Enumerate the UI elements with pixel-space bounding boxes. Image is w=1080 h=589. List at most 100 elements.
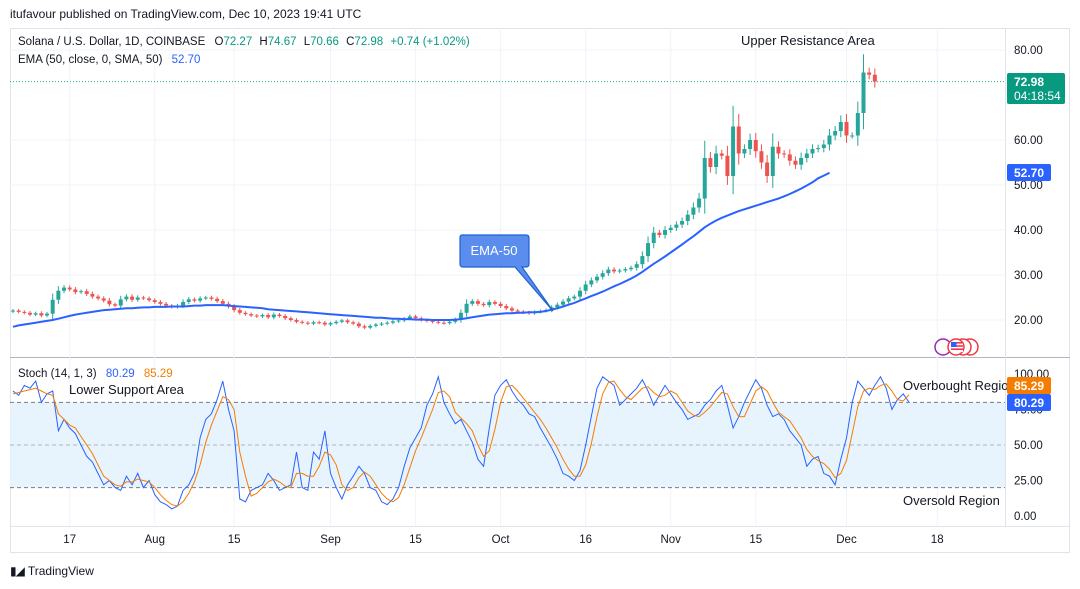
candle-up xyxy=(816,148,821,150)
candle-up xyxy=(833,131,838,136)
candle-down xyxy=(345,320,350,323)
candle-down xyxy=(96,296,101,299)
candle-up xyxy=(566,298,571,302)
candle-down xyxy=(277,314,282,316)
candle-up xyxy=(799,158,804,165)
candle-down xyxy=(113,304,118,306)
candle-down xyxy=(498,303,503,307)
candle-down xyxy=(413,316,418,319)
candle-down xyxy=(725,155,730,176)
candle-down xyxy=(776,146,781,154)
lower-support-annotation: Lower Support Area xyxy=(69,382,185,397)
candle-down xyxy=(73,289,78,293)
price-axis-ticks: 80.00 60.00 50.00 40.00 30.00 20.00 xyxy=(1014,45,1043,327)
close-label: C xyxy=(346,36,354,48)
candle-up xyxy=(583,284,588,291)
candle-up xyxy=(62,287,67,291)
candle-up xyxy=(861,72,866,113)
candle-down xyxy=(844,122,849,136)
candle-down xyxy=(708,158,713,167)
candle-down xyxy=(232,306,237,311)
upper-resistance-annotation: Upper Resistance Area xyxy=(741,33,875,48)
ema-badge: 52.70 xyxy=(1007,164,1051,181)
candle-up xyxy=(714,153,719,167)
candle-up xyxy=(135,297,140,300)
candle-up xyxy=(50,299,55,314)
candle-down xyxy=(158,302,163,304)
candle-up xyxy=(198,298,203,301)
low-value: 70.66 xyxy=(310,36,339,48)
symbol-label: Solana / U.S. Dollar, 1D, COINBASE xyxy=(18,36,206,48)
candle-down xyxy=(147,298,152,301)
footer-brand-label: TradingView xyxy=(27,564,94,578)
candle-up xyxy=(464,303,469,313)
time-tick-label: Dec xyxy=(836,534,857,546)
candle-down xyxy=(492,302,497,304)
price-tick-label: 50.00 xyxy=(1014,180,1043,192)
price-badge: 72.98 04:18:54 xyxy=(1007,73,1065,104)
candle-down xyxy=(90,293,95,297)
open-value: 72.27 xyxy=(223,36,252,48)
candle-up xyxy=(804,153,809,158)
candle-down xyxy=(164,303,169,306)
candle-up xyxy=(458,312,463,320)
ema-legend-row: EMA (50, close, 0, SMA, 50) 52.70 xyxy=(18,54,200,66)
candle-up xyxy=(572,296,577,299)
candle-up xyxy=(407,316,412,319)
candle-down xyxy=(101,298,106,301)
candle-down xyxy=(39,313,44,316)
candle-up xyxy=(589,280,594,285)
candle-down xyxy=(215,298,220,302)
overbought-annotation: Overbought Region xyxy=(903,378,1016,393)
candle-down xyxy=(430,320,435,322)
stoch-k-badge-value: 80.29 xyxy=(1014,396,1044,410)
ema-50-line xyxy=(12,171,830,328)
candle-up xyxy=(487,302,492,306)
price-badge-countdown: 04:18:54 xyxy=(1014,89,1061,103)
stoch-legend-row: Stoch (14, 1, 3) 80.29 85.29 xyxy=(18,368,173,380)
candle-up xyxy=(311,322,316,324)
candle-up xyxy=(685,214,690,221)
candle-down xyxy=(657,232,662,235)
publication-line: itufavour published on TradingView.com, … xyxy=(10,7,362,21)
us-flag-icon xyxy=(951,342,963,352)
time-tick-label: 17 xyxy=(63,534,76,546)
stoch-k-line xyxy=(12,374,910,510)
candle-up xyxy=(453,319,458,322)
low-label: L xyxy=(304,36,311,48)
stoch-d-badge-value: 85.29 xyxy=(1014,379,1044,393)
stoch-k-legend-value: 80.29 xyxy=(106,368,135,380)
candle-up xyxy=(821,144,826,149)
candle-down xyxy=(249,314,254,316)
candle-up xyxy=(45,313,50,316)
chart-border xyxy=(10,28,1070,553)
candle-up xyxy=(334,321,339,324)
time-tick-label: Oct xyxy=(492,534,511,546)
footer-brand[interactable]: ▮◢ TradingView xyxy=(10,564,94,578)
candle-down xyxy=(305,322,310,324)
candle-down xyxy=(283,315,288,319)
candle-down xyxy=(759,151,764,163)
candle-down xyxy=(107,300,112,305)
candle-down xyxy=(16,310,21,312)
event-icons xyxy=(934,338,979,356)
candle-up xyxy=(595,276,600,281)
stoch-d-badge: 85.29 xyxy=(1007,377,1051,394)
legend-row: Solana / U.S. Dollar, 1D, COINBASE O72.2… xyxy=(18,36,470,48)
candle-up xyxy=(640,256,645,265)
ema-callout-label: EMA-50 xyxy=(471,243,518,258)
candle-down xyxy=(300,321,305,323)
candle-down xyxy=(22,311,27,313)
candle-down xyxy=(192,299,197,301)
candle-up xyxy=(634,264,639,268)
candle-down xyxy=(243,312,248,315)
candle-up xyxy=(838,122,843,131)
candle-down xyxy=(237,310,242,313)
high-label: H xyxy=(259,36,267,48)
candle-up xyxy=(770,146,775,176)
stoch-tick-label: 0.00 xyxy=(1014,511,1036,523)
candle-down xyxy=(475,301,480,304)
candle-up xyxy=(203,297,208,299)
